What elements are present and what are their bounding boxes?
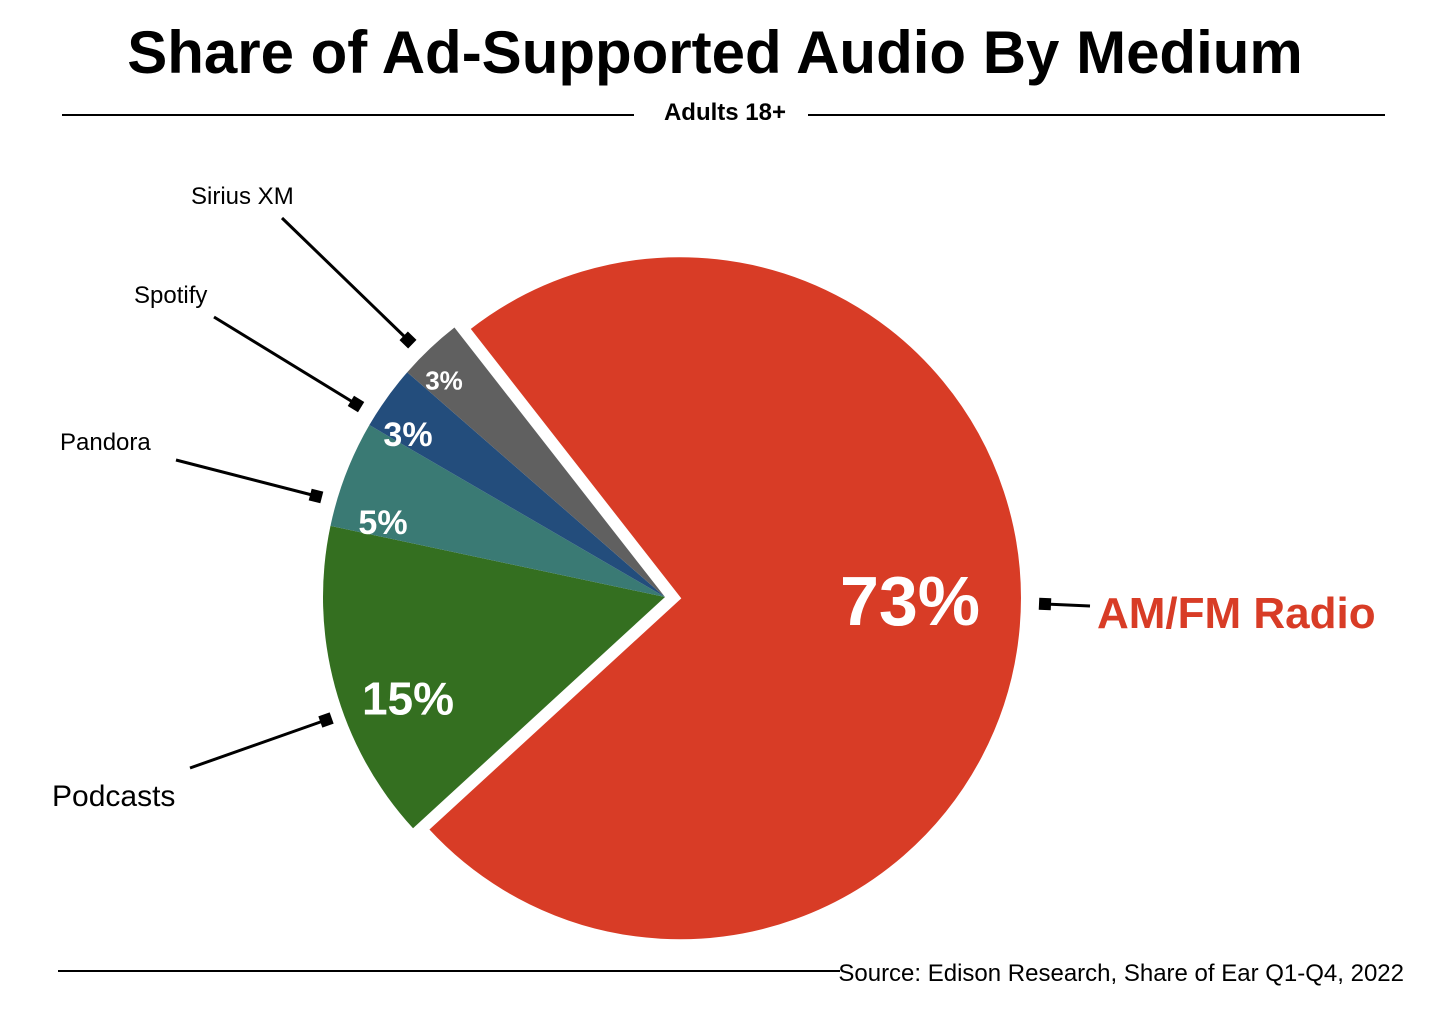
chart-subtitle: Adults 18+ bbox=[663, 99, 787, 126]
category-label: Pandora bbox=[60, 429, 151, 456]
pie-slice-podcasts bbox=[323, 525, 665, 829]
leader-marker bbox=[308, 488, 324, 504]
footer-rule bbox=[58, 970, 840, 972]
leader-marker bbox=[399, 331, 417, 349]
category-label: Podcasts bbox=[52, 780, 175, 813]
source-note: Source: Edison Research, Share of Ear Q1… bbox=[838, 960, 1404, 987]
data-label: 15% bbox=[362, 673, 454, 725]
category-label: Sirius XM bbox=[191, 183, 294, 210]
pie-slice-pandora bbox=[330, 425, 665, 597]
leader-marker bbox=[347, 395, 365, 413]
pie-slice-spotify bbox=[369, 372, 665, 597]
data-label: 3% bbox=[383, 416, 432, 454]
subtitle-rule-left bbox=[62, 114, 634, 116]
chart-title: Share of Ad-Supported Audio By Medium bbox=[127, 19, 1303, 86]
leader-line bbox=[175, 458, 317, 498]
category-label: Spotify bbox=[134, 282, 207, 309]
leader-line bbox=[280, 216, 410, 342]
pie-slice-am-fm-radio bbox=[426, 255, 1023, 942]
data-label: 3% bbox=[425, 365, 463, 395]
data-label: 73% bbox=[840, 562, 980, 640]
leader-line bbox=[1044, 602, 1091, 608]
category-label: AM/FM Radio bbox=[1097, 589, 1376, 638]
leader-line bbox=[189, 718, 327, 770]
leader-marker bbox=[318, 712, 334, 728]
leader-line bbox=[213, 315, 357, 406]
pie-slice-sirius-xm bbox=[407, 327, 665, 597]
leader-marker bbox=[1038, 597, 1052, 611]
data-label: 5% bbox=[358, 504, 407, 542]
subtitle-rule-right bbox=[808, 114, 1385, 116]
